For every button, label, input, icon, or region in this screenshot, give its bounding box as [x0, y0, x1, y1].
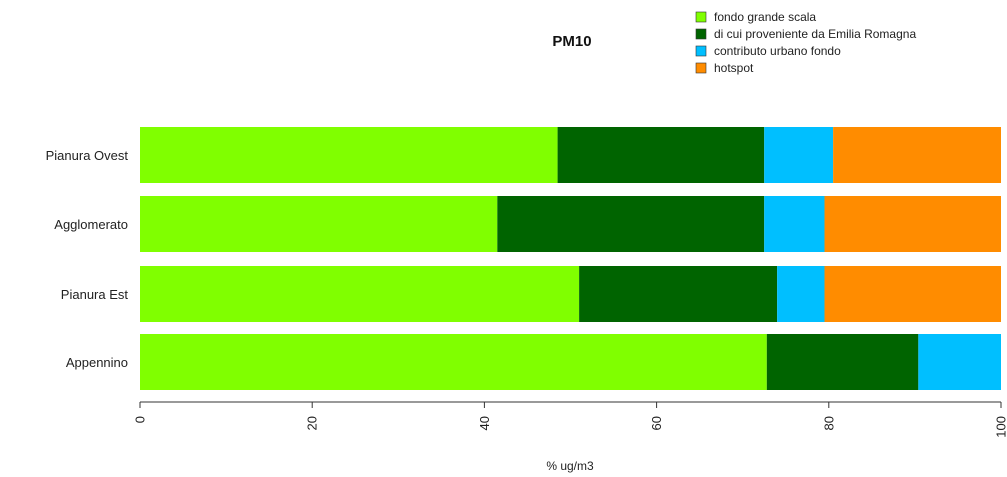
bar-0-1 [557, 127, 765, 183]
legend-swatch [695, 62, 707, 74]
legend-swatch [695, 28, 707, 40]
x-tick-label: 100 [994, 416, 1007, 438]
bar-2-2 [777, 266, 825, 322]
x-tick-label: 20 [305, 416, 320, 430]
bar-2-3 [824, 266, 1001, 322]
x-axis-label: % ug/m3 [546, 459, 594, 473]
bar-1-3 [824, 196, 1001, 252]
x-tick-label: 0 [133, 416, 148, 423]
category-label: Appennino [66, 355, 128, 370]
legend-label: fondo grande scala [714, 10, 816, 24]
bar-3-2 [918, 334, 1001, 390]
bar-0-2 [764, 127, 834, 183]
legend-swatch [695, 11, 707, 23]
category-labels: Pianura Ovest Agglomerato Pianura Est Appen… [46, 148, 129, 370]
bars-group [140, 127, 1001, 390]
category-label: Agglomerato [54, 217, 128, 232]
bar-1-0 [140, 196, 498, 252]
legend-label: contributo urbano fondo [714, 44, 841, 58]
x-tick-label: 40 [477, 416, 492, 430]
bar-1-2 [764, 196, 825, 252]
category-label: Pianura Ovest [46, 148, 129, 163]
bar-0-0 [140, 127, 558, 183]
legend-label: hotspot [714, 61, 754, 75]
bar-3-1 [766, 334, 919, 390]
x-axis: 0 20 40 60 80 100 [133, 401, 1007, 438]
bar-2-0 [140, 266, 580, 322]
bar-0-3 [833, 127, 1001, 183]
chart-title: PM10 [552, 33, 591, 50]
bar-2-1 [579, 266, 778, 322]
category-label: Pianura Est [61, 287, 129, 302]
x-tick-label: 80 [821, 416, 836, 430]
legend-label: di cui proveniente da Emilia Romagna [714, 27, 916, 41]
x-tick-label: 60 [649, 416, 664, 430]
bar-3-0 [140, 334, 767, 390]
legend: fondo grande scala di cui proveniente da … [695, 10, 916, 75]
bar-1-1 [497, 196, 765, 252]
legend-swatch [695, 45, 707, 57]
